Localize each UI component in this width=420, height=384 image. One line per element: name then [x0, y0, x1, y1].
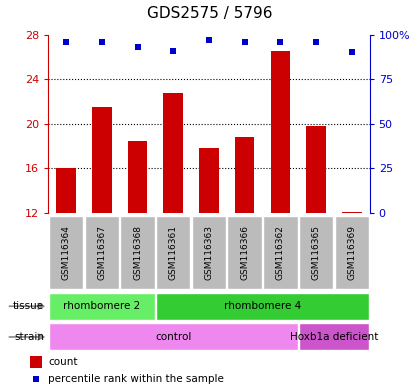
Text: GSM116361: GSM116361 — [169, 225, 178, 280]
Bar — [306, 126, 326, 213]
Bar — [30, 356, 42, 368]
Bar — [49, 216, 83, 289]
Text: GSM116369: GSM116369 — [347, 225, 356, 280]
Text: GSM116363: GSM116363 — [205, 225, 213, 280]
Text: GSM116364: GSM116364 — [62, 225, 71, 280]
Bar — [270, 51, 290, 213]
Bar — [263, 216, 297, 289]
Text: rhombomere 2: rhombomere 2 — [63, 301, 140, 311]
Bar — [49, 323, 298, 351]
Bar — [342, 212, 362, 213]
Bar — [335, 216, 369, 289]
Text: Hoxb1a deficient: Hoxb1a deficient — [290, 332, 378, 342]
Bar — [199, 148, 219, 213]
Text: count: count — [48, 357, 77, 367]
Text: GSM116367: GSM116367 — [97, 225, 106, 280]
Text: tissue: tissue — [13, 301, 44, 311]
Bar — [121, 216, 155, 289]
Text: GSM116368: GSM116368 — [133, 225, 142, 280]
Bar — [192, 216, 226, 289]
Bar — [299, 216, 333, 289]
Text: GSM116362: GSM116362 — [276, 225, 285, 280]
Text: strain: strain — [14, 332, 44, 342]
Bar — [156, 293, 369, 320]
Bar — [56, 169, 76, 213]
Text: GSM116366: GSM116366 — [240, 225, 249, 280]
Bar — [163, 93, 183, 213]
Bar — [49, 293, 155, 320]
Bar — [128, 141, 147, 213]
Text: percentile rank within the sample: percentile rank within the sample — [48, 374, 224, 384]
Bar — [85, 216, 119, 289]
Bar — [235, 137, 255, 213]
Text: rhombomere 4: rhombomere 4 — [224, 301, 301, 311]
Text: control: control — [155, 332, 192, 342]
Bar — [92, 107, 112, 213]
Text: GSM116365: GSM116365 — [312, 225, 320, 280]
Bar — [156, 216, 190, 289]
Bar — [299, 323, 369, 351]
Text: GDS2575 / 5796: GDS2575 / 5796 — [147, 6, 273, 21]
Bar — [228, 216, 262, 289]
